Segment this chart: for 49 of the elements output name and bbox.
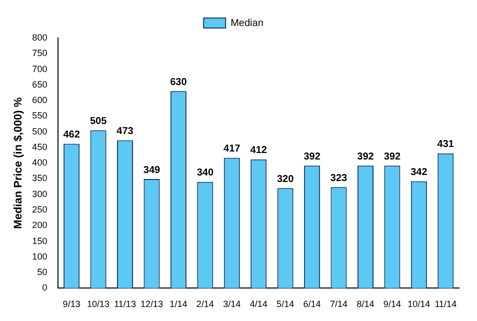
y-tick-label: 100 [32,251,48,262]
y-tick-label: 0 [42,282,48,293]
data-label: 320 [276,174,294,185]
data-label: 349 [143,164,161,176]
x-tick-label: 8/14 [356,299,374,310]
x-tick-label: 3/14 [223,299,241,310]
y-tick-label: 800 [32,32,48,42]
y-tick-label: 650 [32,79,48,90]
x-tick-label: 11/14 [434,299,457,310]
y-tick-label: 50 [37,267,48,278]
y-tick-label: 450 [32,142,48,152]
x-tick-label: 7/14 [330,299,348,310]
data-label: 342 [410,166,428,178]
x-tick-label: 10/14 [408,299,430,310]
x-tick-label: 10/13 [87,299,110,310]
data-label: 505 [90,116,108,128]
data-label: 431 [437,139,454,150]
y-tick-label: 550 [32,110,48,121]
data-label: 412 [250,145,268,156]
data-label: 392 [357,151,374,162]
y-axis-title: Median Price (in $,000) % [12,97,25,229]
x-tick-label: 9/13 [62,299,80,310]
y-tick-label: 200 [32,220,48,230]
x-tick-label: 4/14 [250,299,268,310]
x-tick-label: 6/14 [303,299,321,310]
y-tick-label: 600 [32,95,48,106]
y-tick-label: 250 [32,204,48,214]
x-tick-label: 1/14 [170,299,188,310]
data-label: 392 [384,151,401,162]
y-tick-label: 500 [32,126,48,136]
y-tick-label: 350 [32,173,48,184]
legend-label: Median [230,18,264,29]
data-label: 630 [170,76,188,88]
y-tick-label: 750 [32,48,48,58]
data-label: 462 [63,129,80,140]
y-tick-label: 700 [32,64,48,74]
x-tick-label: 12/13 [140,299,163,310]
data-label: 473 [116,126,134,138]
data-label: 392 [304,151,321,162]
x-tick-label: 11/13 [114,299,136,310]
data-label: 323 [330,172,348,184]
y-tick-label: 150 [32,236,48,246]
y-tick-label: 300 [32,188,48,199]
data-label: 417 [224,144,241,155]
x-tick-label: 5/14 [276,299,294,310]
x-tick-label: 9/14 [383,299,401,310]
y-tick-label: 400 [32,158,48,168]
data-label: 340 [196,168,214,179]
x-tick-label: 2/14 [196,299,214,310]
